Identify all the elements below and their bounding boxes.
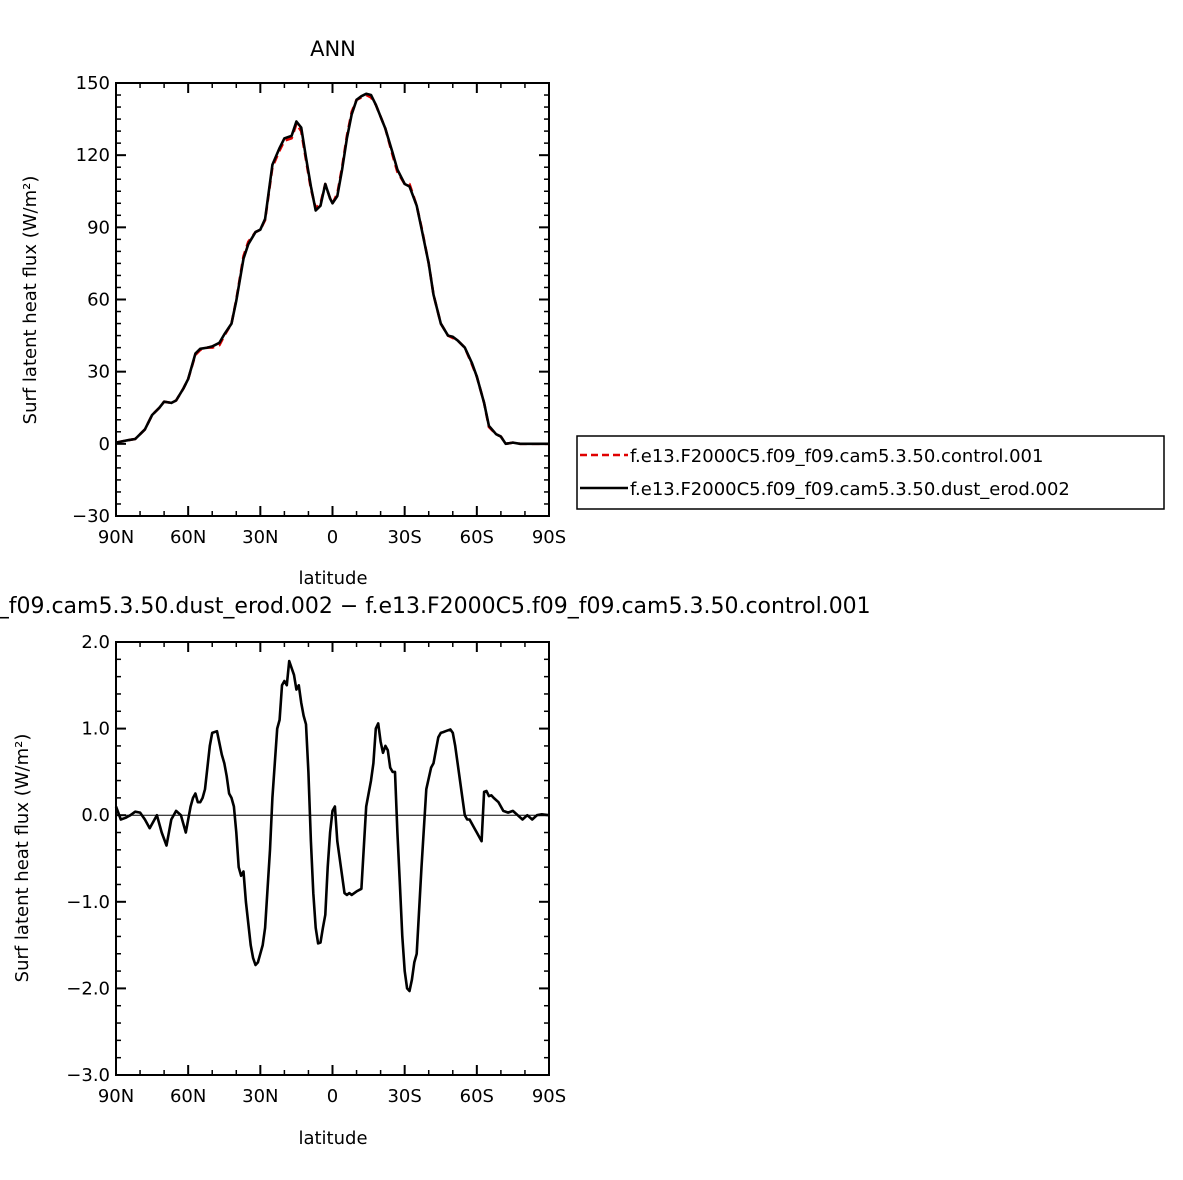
x-tick-label: 0 bbox=[327, 1086, 338, 1107]
x-tick-label: 90N bbox=[98, 1086, 134, 1107]
x-tick-label: 60N bbox=[170, 527, 206, 548]
y-tick-label: 2.0 bbox=[81, 632, 110, 653]
y-tick-label: 0 bbox=[99, 434, 110, 455]
y-axis-label: Surf latent heat flux (W/m²) bbox=[20, 176, 41, 425]
difference-panel: f.e13.F2000C5.f09_f09.cam5.3.50.dust_ero… bbox=[0, 594, 871, 1149]
x-tick-label: 0 bbox=[327, 527, 338, 548]
y-tick-label: 1.0 bbox=[81, 719, 110, 740]
x-tick-label: 30S bbox=[387, 527, 421, 548]
y-tick-label: −3.0 bbox=[66, 1065, 110, 1086]
y-tick-label: 0.0 bbox=[81, 805, 110, 826]
x-tick-label: 90S bbox=[532, 527, 566, 548]
y-tick-label: −30 bbox=[72, 506, 110, 527]
x-axis-label: latitude bbox=[298, 568, 367, 589]
y-tick-label: −2.0 bbox=[66, 978, 110, 999]
x-tick-label: 60N bbox=[170, 1086, 206, 1107]
y-tick-label: −1.0 bbox=[66, 892, 110, 913]
difference-panel-title: f.e13.F2000C5.f09_f09.cam5.3.50.dust_ero… bbox=[0, 594, 871, 619]
difference-difference-line bbox=[114, 659, 550, 993]
y-tick-label: 30 bbox=[87, 362, 110, 383]
x-tick-label: 30S bbox=[387, 1086, 421, 1107]
panel-title: ANN bbox=[310, 37, 356, 61]
y-tick-label: 90 bbox=[87, 217, 110, 238]
y-tick-label: 60 bbox=[87, 290, 110, 311]
x-tick-label: 30N bbox=[242, 527, 278, 548]
legend-entry-dust-erod: f.e13.F2000C5.f09_f09.cam5.3.50.dust_ero… bbox=[630, 479, 1070, 500]
x-axis-label: latitude bbox=[298, 1128, 367, 1149]
x-tick-label: 90N bbox=[98, 527, 134, 548]
y-tick-label: 150 bbox=[76, 73, 110, 94]
legend-box bbox=[576, 435, 1165, 510]
legend-entry-control: f.e13.F2000C5.f09_f09.cam5.3.50.control.… bbox=[630, 446, 1043, 467]
y-axis-label: Surf latent heat flux (W/m²) bbox=[12, 734, 33, 983]
x-tick-label: 30N bbox=[242, 1086, 278, 1107]
x-tick-label: 60S bbox=[460, 527, 494, 548]
legend: f.e13.F2000C5.f09_f09.cam5.3.50.control.… bbox=[576, 435, 1165, 510]
plot-frame bbox=[115, 641, 550, 1076]
plot-frame bbox=[115, 82, 550, 517]
x-tick-label: 60S bbox=[460, 1086, 494, 1107]
y-tick-label: 120 bbox=[76, 145, 110, 166]
x-tick-label: 90S bbox=[532, 1086, 566, 1107]
series-line-dust-erod bbox=[115, 92, 549, 446]
